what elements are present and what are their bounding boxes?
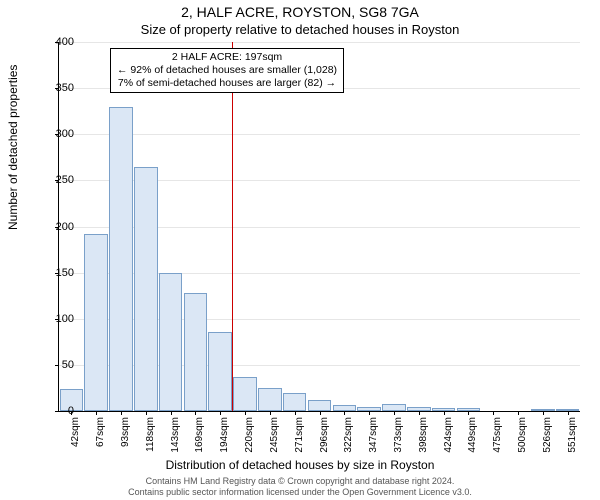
y-tick-label: 50 (46, 359, 74, 371)
x-tick-mark (220, 411, 221, 415)
histogram-bar (283, 393, 307, 411)
histogram-bar (134, 167, 158, 411)
x-tick-mark (568, 411, 569, 415)
y-tick-label: 200 (46, 221, 74, 233)
x-tick-mark (518, 411, 519, 415)
chart-footer: Contains HM Land Registry data © Crown c… (0, 476, 600, 498)
x-tick-mark (543, 411, 544, 415)
y-tick-label: 400 (46, 36, 74, 48)
x-tick-label: 194sqm (219, 417, 230, 465)
x-tick-mark (320, 411, 321, 415)
footer-line-2: Contains public sector information licen… (0, 487, 600, 498)
x-tick-mark (344, 411, 345, 415)
annotation-line-2: ← 92% of detached houses are smaller (1,… (117, 64, 337, 77)
x-tick-label: 271sqm (294, 417, 305, 465)
histogram-bar (233, 377, 257, 411)
histogram-bar (258, 388, 282, 411)
histogram-bar (109, 107, 133, 411)
x-tick-mark (493, 411, 494, 415)
x-tick-label: 424sqm (443, 417, 454, 465)
x-tick-label: 245sqm (269, 417, 280, 465)
x-tick-label: 42sqm (70, 417, 81, 465)
histogram-bar (308, 400, 332, 411)
annotation-line-1: 2 HALF ACRE: 197sqm (117, 51, 337, 64)
chart-title-sub: Size of property relative to detached ho… (0, 22, 600, 37)
x-tick-label: 526sqm (542, 417, 553, 465)
x-tick-label: 93sqm (120, 417, 131, 465)
y-tick-label: 0 (46, 405, 74, 417)
x-tick-label: 322sqm (343, 417, 354, 465)
x-tick-label: 143sqm (170, 417, 181, 465)
y-tick-label: 150 (46, 267, 74, 279)
annotation-box: 2 HALF ACRE: 197sqm← 92% of detached hou… (110, 48, 344, 93)
histogram-bar (84, 234, 108, 411)
y-tick-label: 100 (46, 313, 74, 325)
annotation-line-3: 7% of semi-detached houses are larger (8… (117, 77, 337, 90)
x-tick-mark (146, 411, 147, 415)
plot-area (58, 42, 580, 412)
gridline (59, 42, 580, 43)
x-tick-label: 220sqm (244, 417, 255, 465)
x-tick-label: 347sqm (368, 417, 379, 465)
x-tick-label: 67sqm (95, 417, 106, 465)
footer-line-1: Contains HM Land Registry data © Crown c… (0, 476, 600, 487)
y-tick-label: 350 (46, 82, 74, 94)
x-tick-label: 500sqm (517, 417, 528, 465)
x-tick-label: 449sqm (467, 417, 478, 465)
reference-line (232, 42, 233, 411)
x-tick-mark (419, 411, 420, 415)
x-tick-label: 373sqm (393, 417, 404, 465)
chart-title-main: 2, HALF ACRE, ROYSTON, SG8 7GA (0, 4, 600, 20)
histogram-bar (382, 404, 406, 411)
x-tick-mark (394, 411, 395, 415)
gridline (59, 134, 580, 135)
histogram-bar (184, 293, 208, 411)
chart-container: 2, HALF ACRE, ROYSTON, SG8 7GA Size of p… (0, 0, 600, 500)
x-tick-mark (171, 411, 172, 415)
histogram-bar (159, 273, 183, 411)
x-tick-label: 118sqm (145, 417, 156, 465)
histogram-bar (208, 332, 232, 411)
x-tick-mark (369, 411, 370, 415)
x-tick-label: 551sqm (567, 417, 578, 465)
y-axis-label: Number of detached properties (6, 65, 20, 230)
x-tick-mark (195, 411, 196, 415)
x-tick-mark (245, 411, 246, 415)
x-tick-label: 398sqm (418, 417, 429, 465)
x-tick-label: 475sqm (492, 417, 503, 465)
y-tick-label: 250 (46, 174, 74, 186)
x-tick-mark (444, 411, 445, 415)
x-tick-mark (468, 411, 469, 415)
x-tick-label: 296sqm (319, 417, 330, 465)
x-tick-mark (96, 411, 97, 415)
x-tick-mark (270, 411, 271, 415)
y-tick-label: 300 (46, 128, 74, 140)
x-tick-label: 169sqm (194, 417, 205, 465)
x-tick-mark (295, 411, 296, 415)
x-tick-mark (121, 411, 122, 415)
